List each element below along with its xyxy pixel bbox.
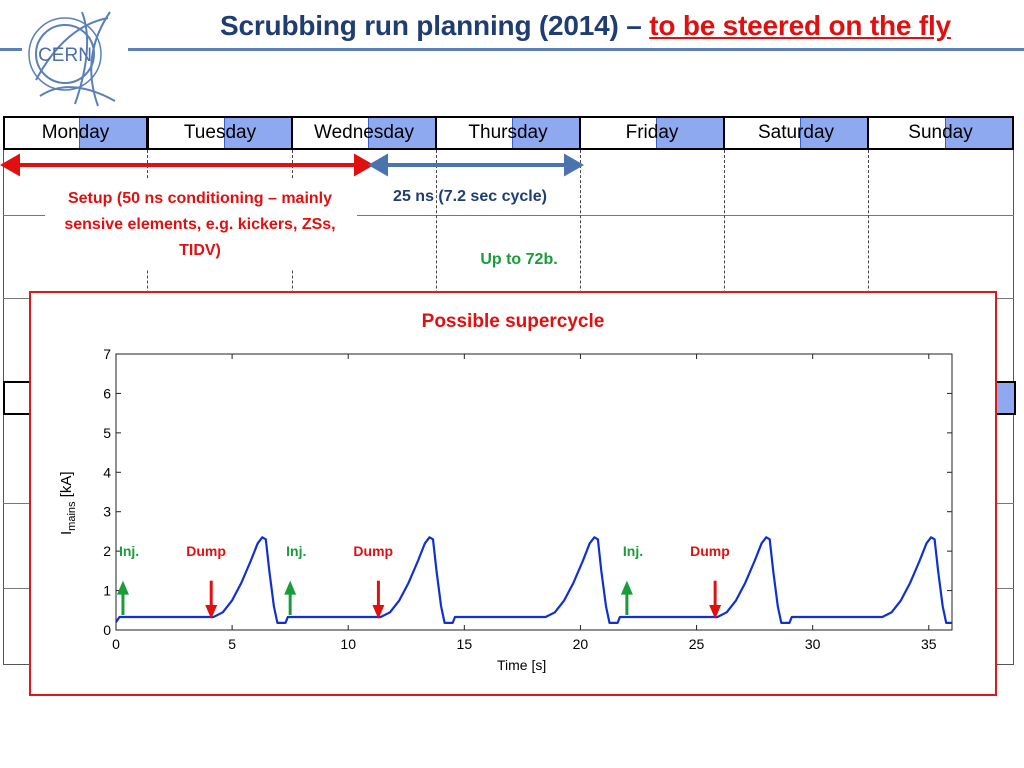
title-main: Scrubbing run planning (2014) – [220, 10, 642, 41]
day-accent [656, 118, 723, 148]
y-tick-label: 0 [103, 622, 111, 638]
day-accent [512, 118, 579, 148]
y-axis-label-main: I [58, 530, 75, 535]
day-label: Sunday [908, 122, 973, 143]
inj-label: Inj. [286, 543, 307, 560]
page-title: Scrubbing run planning (2014) – to be st… [220, 10, 951, 42]
setup-arrow [0, 153, 375, 177]
header-rule-right [128, 48, 1024, 51]
y-tick-label: 4 [103, 464, 111, 480]
inj-arrow-head [284, 580, 297, 595]
day-accent [800, 118, 867, 148]
day-label: Tuesday [183, 122, 257, 143]
dump-label: Dump [353, 543, 394, 560]
setup-text-bg [45, 180, 357, 270]
x-axis-label: Time [s] [497, 657, 547, 673]
day-thursday: Thursday [435, 116, 581, 150]
cern-logo-text: CERN [38, 45, 92, 66]
y-tick-label: 7 [103, 346, 111, 362]
day-wednesday: Wednesday [291, 116, 437, 150]
setup-text: Setup (50 ns conditioning – mainly sensi… [64, 190, 336, 259]
y-axis-label: Imains [kA] [58, 471, 78, 535]
dump-arrow-head [205, 604, 218, 619]
day-tuesday: Tuesday [147, 116, 293, 150]
y-tick-label: 6 [103, 385, 111, 401]
plot-frame [115, 353, 953, 631]
title-emphasis: to be steered on the fly [649, 10, 951, 41]
x-tick-label: 20 [573, 636, 589, 652]
dump-arrow-head [372, 604, 385, 619]
x-tick-label: 5 [228, 636, 236, 652]
x-tick-label: 35 [921, 636, 937, 652]
day-accent [368, 118, 435, 148]
day-accent [224, 118, 291, 148]
x-tick-label: 0 [112, 636, 120, 652]
timeline-arrows [0, 153, 585, 177]
day-saturday: Saturday [723, 116, 869, 150]
inj-label: Inj. [118, 543, 140, 560]
day-accent [945, 118, 1012, 148]
cern-logo: CERN [28, 11, 116, 107]
grid-row-line [3, 215, 1014, 216]
y-tick-label: 5 [103, 425, 111, 441]
header-rule-left [0, 48, 22, 51]
day-label: Thursday [468, 122, 548, 143]
cycle-text: 25 ns (7.2 sec cycle) [393, 188, 547, 205]
day-sunday: Sunday [867, 116, 1014, 150]
y-axis-label-unit: [kA] [58, 471, 75, 498]
supercycle-title: Possible supercycle [421, 311, 605, 332]
x-tick-label: 30 [805, 636, 821, 652]
inj-arrow-head [620, 580, 633, 595]
y-axis-label-sub: mains [66, 501, 78, 531]
dump-label: Dump [186, 543, 226, 560]
day-friday: Friday [579, 116, 725, 150]
day-label: Monday [41, 122, 110, 143]
day-label: Wednesday [314, 122, 414, 143]
current-series-line [115, 536, 952, 625]
day-label: Friday [625, 122, 679, 143]
day-accent [79, 118, 146, 148]
x-tick-label: 15 [457, 636, 473, 652]
inj-arrow-head [116, 580, 129, 595]
y-tick-label: 2 [103, 543, 111, 559]
cycle-arrow [367, 153, 585, 177]
x-tick-label: 10 [340, 636, 356, 652]
dump-label: Dump [690, 543, 730, 560]
y-tick-label: 3 [103, 504, 111, 520]
inj-label: Inj. [622, 543, 644, 560]
day-label: Saturday [757, 122, 835, 143]
dump-arrow-head [709, 604, 722, 619]
bunches-text: Up to 72b. [480, 251, 558, 268]
y-tick-label: 1 [103, 583, 111, 599]
x-tick-label: 25 [689, 636, 705, 652]
